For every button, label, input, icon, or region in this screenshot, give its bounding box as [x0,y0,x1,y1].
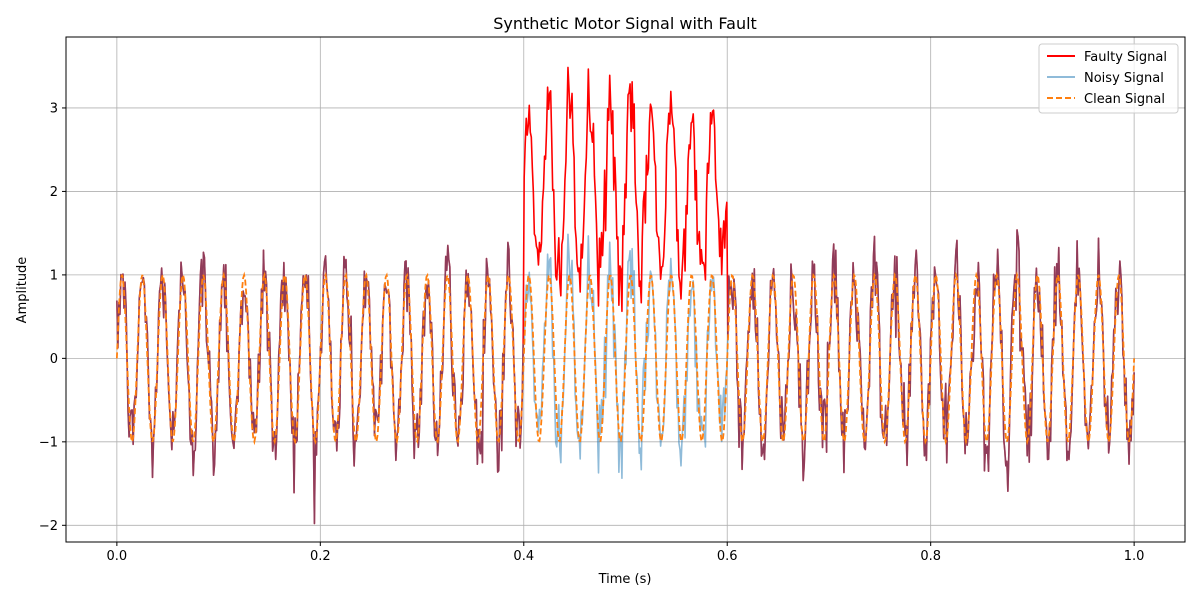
plot-area [115,66,1136,525]
y-tick-label: −1 [39,435,58,450]
x-tick-label: 0.0 [107,549,128,564]
x-tick-label: 0.4 [513,549,534,564]
x-tick-label: 0.6 [717,549,738,564]
x-tick-label: 0.2 [310,549,331,564]
y-tick-label: 2 [50,185,58,200]
x-tick-label: 0.8 [920,549,941,564]
legend-label-faulty: Faulty Signal [1084,50,1167,65]
y-axis-label: Amplitude [15,257,30,324]
axes-frame [65,36,1186,543]
x-tick-label: 1.0 [1124,549,1145,564]
y-tick-label: 3 [50,101,58,116]
chart-title: Synthetic Motor Signal with Fault [493,14,757,33]
legend: Faulty Signal Noisy Signal Clean Signal [1038,43,1179,114]
axis-ticks: 0.0 0.2 0.4 0.6 0.8 1.0 −2 −1 0 1 2 3 [39,101,1145,564]
legend-label-noisy: Noisy Signal [1084,71,1164,86]
y-tick-label: 0 [50,352,58,367]
series-clean-line [115,271,1136,446]
y-tick-label: 1 [50,268,58,283]
legend-box [1038,43,1179,114]
y-tick-label: −2 [39,519,58,534]
x-axis-label: Time (s) [598,572,652,587]
legend-label-clean: Clean Signal [1084,92,1165,107]
